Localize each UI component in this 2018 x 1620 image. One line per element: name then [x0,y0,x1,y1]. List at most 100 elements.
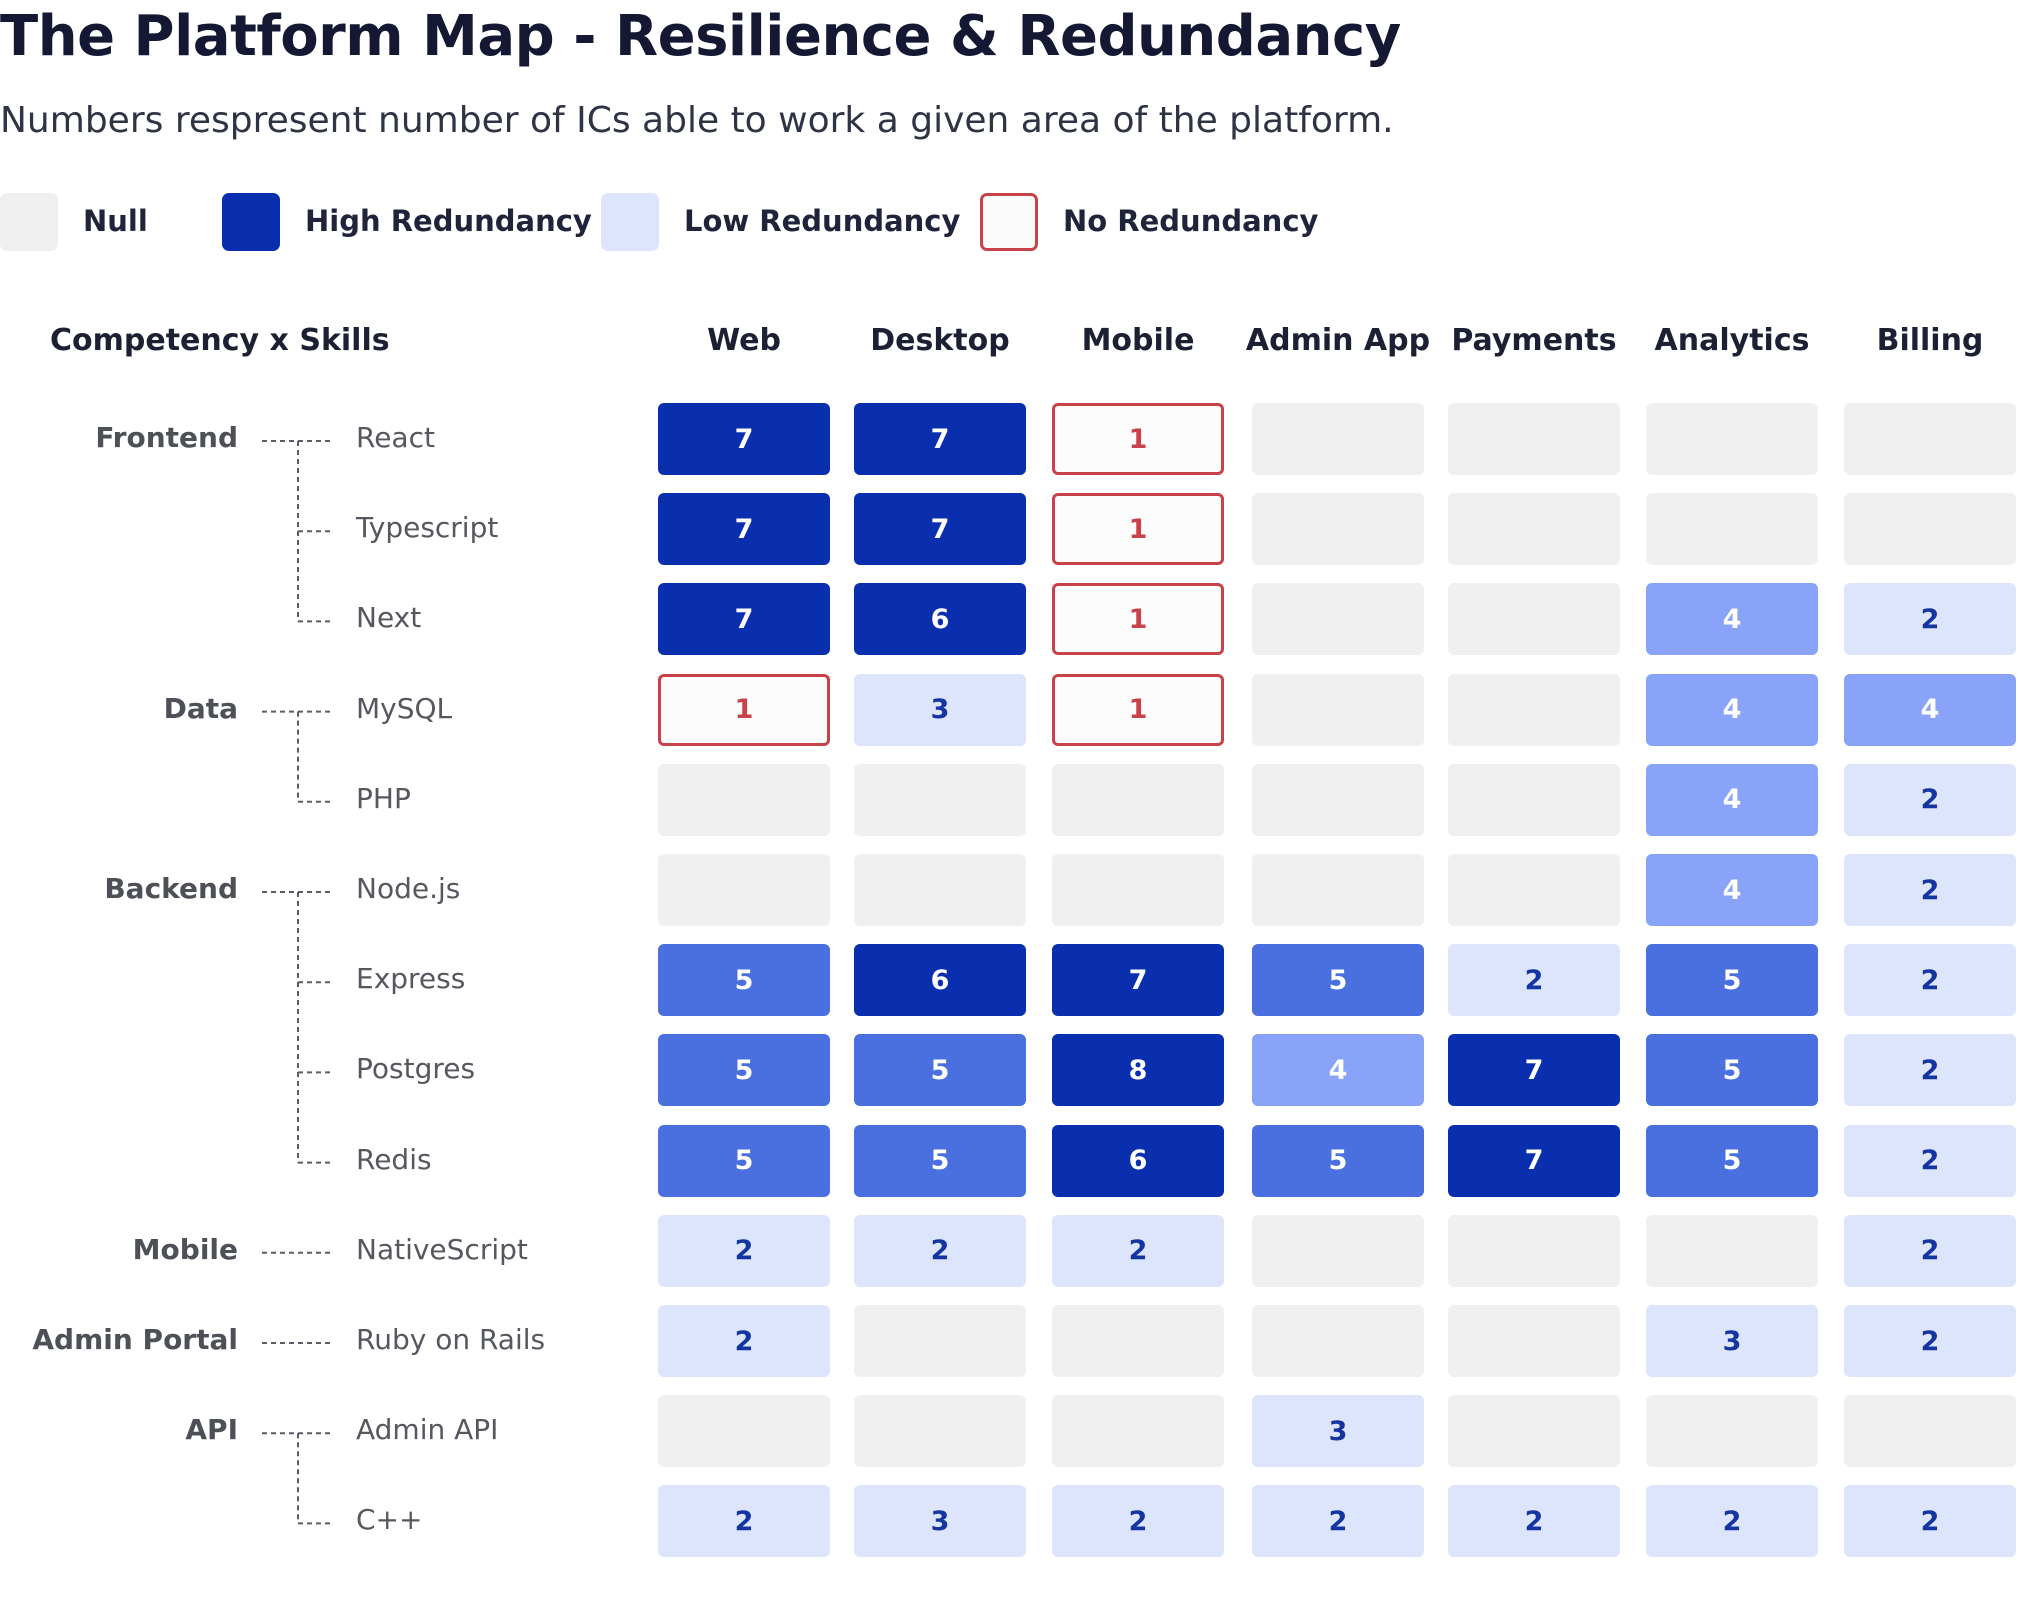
cell-postgres-payments: 7 [1448,1034,1620,1107]
cell-ruby-on-rails-mobile [1052,1305,1224,1377]
cell-express-billing: 2 [1844,944,2016,1017]
column-header-admin-app: Admin App [1245,323,1431,358]
cell-value: 2 [1128,1505,1148,1537]
cell-value: 2 [1920,603,1940,635]
cell-value: 3 [1328,1415,1348,1447]
cell-ruby-on-rails-analytics: 3 [1646,1305,1818,1377]
cell-typescript-web: 7 [658,493,830,566]
skill-label-next: Next [356,601,422,635]
cell-redis-mobile: 6 [1052,1124,1224,1197]
cell-admin-api-payments [1448,1395,1620,1468]
cell-nativescript-mobile: 2 [1052,1214,1224,1287]
legend-swatch-none [980,193,1038,251]
cell-value: 2 [734,1325,754,1357]
cell-postgres-web: 5 [658,1034,830,1107]
skill-label-redis: Redis [356,1142,432,1176]
skill-label-express: Express [356,962,466,996]
skill-label-node-js: Node.js [356,872,461,905]
skill-label-postgres: Postgres [356,1052,476,1086]
cell-react-payments [1448,403,1620,475]
cell-next-billing: 2 [1844,583,2016,656]
cell-value: 2 [1920,1235,1940,1267]
cell-value: 7 [734,513,754,545]
cell-redis-analytics: 5 [1646,1124,1818,1197]
cell-value: 6 [1128,1145,1148,1177]
cell-redis-desktop: 5 [854,1124,1026,1197]
cell-nativescript-analytics [1646,1214,1818,1287]
legend-label-none: No Redundancy [1063,204,1319,238]
cell-value: 4 [1722,784,1742,816]
cell-typescript-admin-app [1252,493,1424,566]
cell-express-payments: 2 [1448,944,1620,1017]
skill-label-react: React [356,421,435,454]
cell-value: 3 [1722,1325,1742,1357]
legend-swatch-low [601,193,659,251]
cell-value: 2 [1524,1505,1544,1537]
cell-nativescript-admin-app [1252,1214,1424,1287]
cell-value: 5 [1722,1145,1742,1177]
cell-php-analytics: 4 [1646,763,1818,836]
cell-typescript-analytics [1646,493,1818,566]
cell-value: 1 [1128,694,1148,726]
cell-admin-api-web [658,1395,830,1468]
group-label-frontend: Frontend [95,421,238,454]
cell-node-js-mobile [1052,854,1224,926]
page-subtitle: Numbers respresent number of ICs able to… [0,100,1394,141]
cell-react-mobile: 1 [1052,403,1224,475]
cell-redis-admin-app: 5 [1252,1124,1424,1197]
cell-ruby-on-rails-payments [1448,1305,1620,1377]
column-header-analytics: Analytics [1654,323,1810,358]
cell-node-js-payments [1448,854,1620,926]
cell-express-mobile: 7 [1052,944,1224,1017]
cell-admin-api-analytics [1646,1395,1818,1468]
cell-value: 4 [1920,694,1940,726]
cell-next-analytics: 4 [1646,583,1818,656]
legend-label-high: High Redundancy [305,204,592,238]
column-header-payments: Payments [1451,323,1617,358]
cell-php-desktop [854,763,1026,836]
cell-next-mobile: 1 [1052,583,1224,656]
column-header-billing: Billing [1876,323,1984,358]
cell-value: 2 [930,1235,950,1267]
legend-label-low: Low Redundancy [684,204,961,238]
cell-value: 2 [1722,1505,1742,1537]
cell-node-js-admin-app [1252,854,1424,926]
cell-express-web: 5 [658,944,830,1017]
legend-swatch-high [222,193,280,251]
cell-value: 5 [734,1054,754,1086]
skill-label-nativescript: NativeScript [356,1232,528,1266]
legend-label-null: Null [83,204,148,238]
cell-value: 1 [1128,603,1148,635]
cell-value: 2 [1920,1505,1940,1537]
skill-label-admin-api: Admin API [356,1413,499,1447]
cell-express-desktop: 6 [854,944,1026,1017]
cell-php-admin-app [1252,763,1424,836]
cell-postgres-analytics: 5 [1646,1034,1818,1107]
skill-label-php: PHP [356,781,411,815]
cell-admin-api-desktop [854,1395,1026,1468]
cell-value: 4 [1722,694,1742,726]
skill-label-typescript: Typescript [356,511,499,545]
cell-value: 2 [1920,1325,1940,1357]
cell-ruby-on-rails-desktop [854,1305,1026,1377]
column-header-desktop: Desktop [870,323,1010,358]
cell-php-web [658,763,830,836]
cell-mysql-web: 1 [658,673,830,746]
cell-express-admin-app: 5 [1252,944,1424,1017]
cell-mysql-analytics: 4 [1646,673,1818,746]
cell-node-js-web [658,854,830,926]
column-header-mobile: Mobile [1081,323,1195,358]
skill-label-ruby-on-rails: Ruby on Rails [356,1323,546,1356]
cell-react-analytics [1646,403,1818,475]
cell-postgres-desktop: 5 [854,1034,1026,1107]
page-title: The Platform Map - Resilience & Redundan… [0,4,1401,69]
cell-value: 8 [1128,1054,1148,1086]
cell-c-mobile: 2 [1052,1485,1224,1558]
cell-typescript-billing [1844,493,2016,566]
cell-node-js-analytics: 4 [1646,854,1818,926]
cell-value: 5 [1328,964,1348,996]
cell-ruby-on-rails-billing: 2 [1844,1305,2016,1377]
cell-php-billing: 2 [1844,763,2016,836]
corner-label: Competency x Skills [50,323,390,358]
